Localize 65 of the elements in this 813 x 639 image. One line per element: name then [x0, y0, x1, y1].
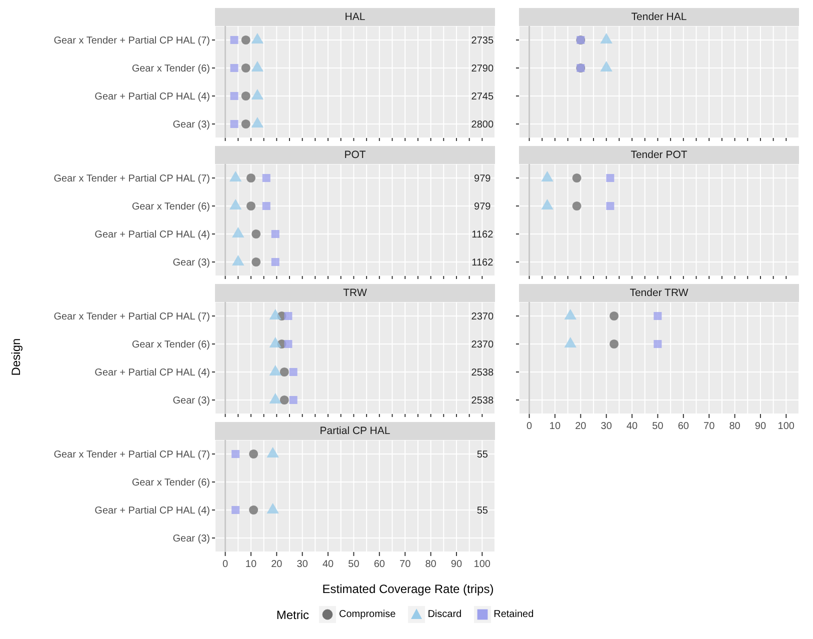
- y-tick-label: Gear (3): [172, 258, 210, 268]
- chart-title: Tender POT: [519, 146, 799, 164]
- y-tick-label: Gear (3): [172, 120, 210, 130]
- x-tick-label: 50: [348, 559, 360, 570]
- x-tick-label: 10: [549, 421, 561, 432]
- chart-title: Tender HAL: [519, 8, 799, 26]
- legend-label: Retained: [494, 609, 534, 620]
- annotation: 1162: [472, 230, 494, 241]
- annotation: 2745: [471, 92, 494, 103]
- y-tick-label: Gear (3): [172, 534, 210, 544]
- y-tick-label: Gear x Tender + Partial CP HAL (7): [54, 312, 210, 322]
- annotation: 2370: [471, 312, 494, 323]
- legend-label: Compromise: [339, 609, 396, 620]
- x-tick-label: 40: [322, 559, 334, 570]
- annotation: 55: [476, 506, 488, 517]
- x-tick-label: 0: [222, 559, 228, 570]
- x-tick-label: 100: [474, 559, 491, 570]
- y-tick-label: Gear + Partial CP HAL (4): [94, 230, 210, 240]
- annotation: 979: [474, 202, 492, 213]
- y-tick-label: Gear x Tender + Partial CP HAL (7): [54, 36, 210, 46]
- y-tick-label: Gear x Tender (6): [132, 478, 210, 488]
- x-tick-label: 40: [626, 421, 638, 432]
- x-tick-label: 100: [778, 421, 795, 432]
- chart-title: Tender TRW: [519, 284, 799, 302]
- y-tick-label: Gear (3): [172, 396, 210, 406]
- legend-label: Discard: [428, 609, 462, 620]
- annotation: 2735: [471, 36, 494, 47]
- x-tick-label: 0: [526, 421, 532, 432]
- annotation: 55: [476, 450, 488, 461]
- x-axis-title: Estimated Coverage Rate (trips): [321, 582, 495, 596]
- annotation: 2538: [471, 368, 494, 379]
- x-tick-label: 10: [245, 559, 257, 570]
- y-axis-title: Design: [9, 337, 23, 377]
- x-tick-label: 90: [450, 559, 462, 570]
- x-tick-label: 80: [729, 421, 741, 432]
- chart-title: POT: [215, 146, 495, 164]
- x-tick-label: 20: [575, 421, 587, 432]
- annotation: 1162: [472, 258, 494, 269]
- x-tick-label: 60: [678, 421, 690, 432]
- x-tick-label: 60: [374, 559, 386, 570]
- x-tick-label: 30: [296, 559, 308, 570]
- chart-title: HAL: [215, 8, 495, 26]
- y-tick-label: Gear + Partial CP HAL (4): [94, 506, 210, 516]
- chart-title: Partial CP HAL: [215, 422, 495, 440]
- x-tick-label: 50: [652, 421, 664, 432]
- y-tick-label: Gear x Tender + Partial CP HAL (7): [54, 174, 210, 184]
- x-tick-label: 20: [271, 559, 283, 570]
- x-tick-label: 70: [704, 421, 716, 432]
- y-tick-label: Gear + Partial CP HAL (4): [94, 92, 210, 102]
- annotation: 2370: [471, 340, 494, 351]
- chart-title: TRW: [215, 284, 495, 302]
- x-tick-label: 80: [425, 559, 437, 570]
- annotation: 979: [474, 174, 492, 185]
- y-tick-label: Gear + Partial CP HAL (4): [94, 368, 210, 378]
- legend-title: Metric: [276, 608, 310, 622]
- x-tick-label: 90: [754, 421, 766, 432]
- y-tick-label: Gear x Tender + Partial CP HAL (7): [54, 450, 210, 460]
- y-tick-label: Gear x Tender (6): [132, 340, 210, 350]
- annotation: 2790: [471, 64, 494, 75]
- x-tick-label: 30: [600, 421, 612, 432]
- y-tick-label: Gear x Tender (6): [132, 64, 210, 74]
- annotation: 2538: [471, 396, 494, 407]
- y-tick-label: Gear x Tender (6): [132, 202, 210, 212]
- annotation: 2800: [471, 120, 494, 131]
- x-tick-label: 70: [400, 559, 412, 570]
